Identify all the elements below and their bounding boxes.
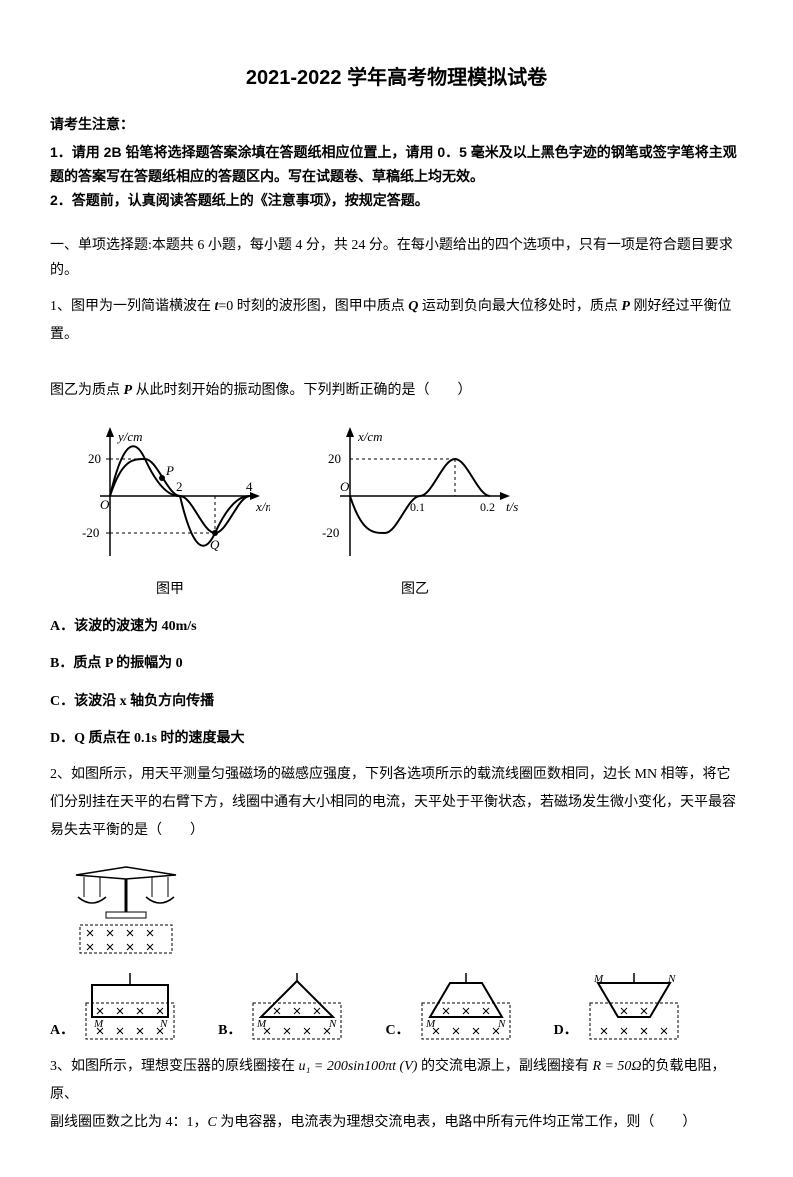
svg-text:x/m: x/m [255,499,270,514]
q3-text-1b: 的交流电源上，副线圈接有 [417,1059,592,1074]
instructions-header: 请考生注意： [50,112,743,137]
q3-text-1a: 3、如图所示，理想变压器的原线圈接在 [50,1059,299,1074]
svg-text:20: 20 [88,451,101,466]
q1-opt-C-x: x [120,694,127,709]
q2-option-A: A． M N [50,973,180,1043]
q1-text-1b: =0 时刻的波形图，图甲中质点 [218,299,408,314]
q1-figures: 20 -20 2 4 y/cm x/m O P Q 图甲 [70,421,743,602]
q1-opt-D-Q: Q [74,731,85,746]
q1-opt-C-a: 该波沿 [74,694,120,709]
q1-option-A: A．该波的波速为 40m/s [50,614,743,639]
page-title: 2021-2022 学年高考物理模拟试卷 [50,60,743,96]
q2-options: A． M N B． M N [50,973,743,1043]
q2-option-D: D． M N [554,973,684,1043]
q2-opt-B-label: B． [218,1018,241,1043]
instruction-1: 1．请用 2B 铅笔将选择题答案涂填在答题纸相应位置上，请用 0．5 毫米及以上… [50,141,743,189]
q1-opt-B-P: P [105,656,113,671]
q2-option-C: C． M N [385,973,515,1043]
q1-option-D: D．Q 质点在 0.1s 时的速度最大 [50,726,743,751]
svg-text:Q: Q [210,537,220,552]
q3-var-C: C [208,1115,217,1130]
q1-text-2b: 从此时刻开始的振动图像。下列判断正确的是（ ） [132,383,472,398]
q1-opt-B-b: 的振幅为 0 [113,656,183,671]
q2-opt-A-label: A． [50,1018,74,1043]
coil-rect-icon: M N [80,973,180,1043]
q3-text-2a: 副线圈匝数之比为 4：1， [50,1115,208,1130]
svg-text:O: O [340,479,350,494]
svg-text:t/s: t/s [506,499,518,514]
question-3: 3、如图所示，理想变压器的原线圈接在 u₁ = 200sin100πt (V) … [50,1053,743,1137]
q2-balance-figure [66,857,743,957]
svg-text:y/cm: y/cm [116,429,143,444]
q2-opt-C-label: C． [385,1018,409,1043]
wave-graph-1: 20 -20 2 4 y/cm x/m O P Q [70,421,270,571]
q2-opt-D-label: D． [554,1018,578,1043]
svg-text:N: N [667,973,676,985]
question-2: 2、如图所示，用天平测量匀强磁场的磁感应强度，下列各选项所示的载流线圈匝数相同，… [50,761,743,845]
coil-trapezoid-down-icon: M N [416,973,516,1043]
q1-var-P: P [621,299,630,314]
q1-opt-D-b: 质点在 0.1s 时的速度最大 [85,731,244,746]
svg-text:4: 4 [246,479,253,494]
wave-graph-2: 20 -20 0.1 0.2 x/cm t/s O [310,421,520,571]
q1-option-B: B．质点 P 的振幅为 0 [50,651,743,676]
instruction-2: 2．答题前，认真阅读答题纸上的《注意事项》，按规定答题。 [50,189,743,213]
q1-text-1c: 运动到负向最大位移处时，质点 [418,299,621,314]
svg-text:0.2: 0.2 [480,500,495,514]
q1-text-2a: 图乙为质点 [50,383,124,398]
balance-icon [66,857,186,957]
q1-text-1a: 1、图甲为一列简谐横波在 [50,299,215,314]
svg-text:P: P [165,463,174,478]
q1-var-P2: P [124,383,133,398]
svg-text:-20: -20 [322,525,339,540]
question-1: 1、图甲为一列简谐横波在 t=0 时刻的波形图，图甲中质点 Q 运动到负向最大位… [50,293,743,405]
svg-text:N: N [159,1018,168,1030]
q1-opt-A-text: 该波的波速为 40m/s [74,619,197,634]
svg-text:M: M [593,973,604,985]
svg-text:O: O [100,497,110,512]
svg-text:20: 20 [328,451,341,466]
svg-text:M: M [425,1018,436,1030]
q1-figure-1: 20 -20 2 4 y/cm x/m O P Q 图甲 [70,421,270,602]
coil-triangle-icon: M N [247,973,347,1043]
svg-text:M: M [256,1018,267,1030]
q1-var-Q: Q [408,299,418,314]
q2-option-B: B． M N [218,973,347,1043]
q1-options: A．该波的波速为 40m/s B．质点 P 的振幅为 0 C．该波沿 x 轴负方… [50,614,743,751]
section-1-header: 一、单项选择题:本题共 6 小题，每小题 4 分，共 24 分。在每小题给出的四… [50,233,743,283]
q3-var-R: R = 50Ω [592,1059,641,1074]
svg-text:0.1: 0.1 [410,500,425,514]
q3-text-2b: 为电容器，电流表为理想交流电表，电路中所有元件均正常工作，则（ ） [217,1115,697,1130]
svg-text:2: 2 [176,479,183,494]
coil-trapezoid-up-icon: M N [584,973,684,1043]
q3-formula-u: u₁ = 200sin100πt (V) [299,1059,418,1074]
q1-fig2-label: 图乙 [310,577,520,602]
q1-opt-C-b: 轴负方向传播 [127,694,215,709]
svg-text:x/cm: x/cm [357,429,383,444]
q1-fig1-label: 图甲 [70,577,270,602]
q1-figure-2: 20 -20 0.1 0.2 x/cm t/s O 图乙 [310,421,520,602]
svg-text:-20: -20 [82,525,99,540]
q1-option-C: C．该波沿 x 轴负方向传播 [50,689,743,714]
q1-opt-B-a: 质点 [73,656,105,671]
